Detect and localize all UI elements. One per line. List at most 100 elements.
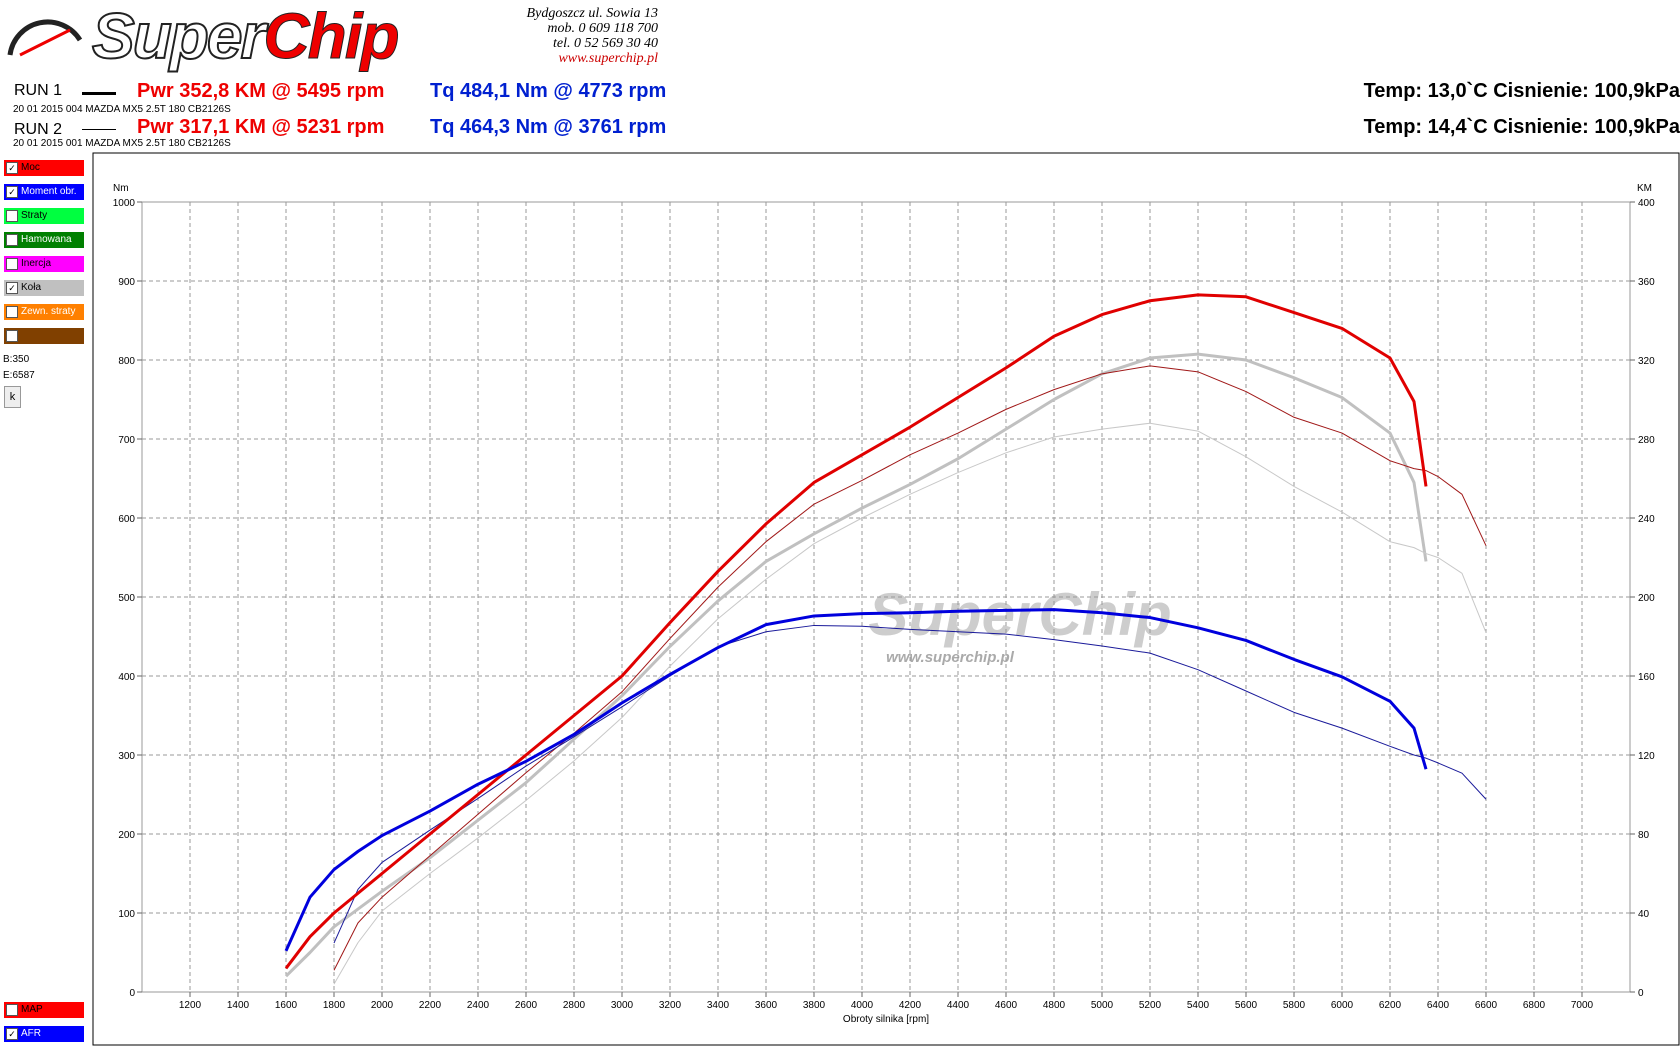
logo-gauge [7,19,83,57]
x-tick-label: 5000 [1091,1000,1114,1011]
x-tick-label: 5600 [1235,1000,1258,1011]
x-tick-label: 1400 [227,1000,250,1011]
run-label: RUN 2 [14,121,63,138]
y-tick-label: 400 [118,672,135,683]
y2-tick-label: 280 [1638,435,1655,446]
x-tick-label: 1800 [323,1000,346,1011]
x-axis-label: Obroty silnika [rpm] [843,1014,929,1025]
x-tick-label: 3200 [659,1000,682,1011]
y2-tick-label: 200 [1638,593,1655,604]
end-label: E:6587 [3,370,35,381]
x-tick-label: 2000 [371,1000,394,1011]
x-tick-label: 3800 [803,1000,826,1011]
x-tick-label: 4600 [995,1000,1018,1011]
y-tick-label: 0 [129,988,135,999]
checkbox[interactable] [6,1004,18,1016]
panel-item[interactable]: ✓ Moment obr. [4,184,84,200]
chart-frame [92,152,1680,1046]
panel-item[interactable]: Hamowana [4,232,84,248]
y2-tick-label: 0 [1638,988,1644,999]
y-tick-label: 300 [118,751,135,762]
panel-item[interactable]: Straty [4,208,84,224]
run-conditions: Temp: 13,0`C Cisnienie: 100,9kPa [1363,80,1680,102]
y-tick-label: 1000 [113,198,136,209]
checkbox[interactable]: ✓ [6,1028,18,1040]
x-tick-label: 4400 [947,1000,970,1011]
run-power: Pwr 352,8 KM @ 5495 rpm [137,80,385,102]
logo-left: Super [91,0,266,73]
panel-item[interactable]: Zewn. straty [4,304,84,320]
run-conditions: Temp: 14,4`C Cisnienie: 100,9kPa [1363,116,1680,138]
x-tick-label: 1600 [275,1000,298,1011]
run-info: 20 01 2015 001 MAZDA MX5 2.5T 180 CB2126… [13,138,231,149]
panel-item[interactable]: Inercja [4,256,84,272]
panel-item[interactable]: ✓ AFR [4,1026,84,1042]
y2-axis-label: KM [1637,183,1652,194]
run-torque: Tq 464,3 Nm @ 3761 rpm [430,116,667,138]
y2-tick-label: 160 [1638,672,1655,683]
checkbox[interactable]: ✓ [6,162,18,174]
x-tick-label: 4800 [1043,1000,1066,1011]
watermark-url: www.superchip.pl [886,649,1015,666]
x-tick-label: 4200 [899,1000,922,1011]
x-tick-label: 6800 [1523,1000,1546,1011]
y-tick-label: 200 [118,830,135,841]
x-tick-label: 6200 [1379,1000,1402,1011]
x-tick-label: 7000 [1571,1000,1594,1011]
series-line [284,352,1428,978]
k-button[interactable]: k [4,386,21,408]
y2-tick-label: 360 [1638,277,1655,288]
checkbox-label: Koła [21,282,42,293]
checkbox[interactable] [6,258,18,270]
y2-tick-label: 40 [1638,909,1650,920]
x-tick-label: 2800 [563,1000,586,1011]
x-tick-label: 2600 [515,1000,538,1011]
checkbox[interactable] [6,210,18,222]
run-line [82,129,116,130]
panel-item[interactable]: ✓ Moc [4,160,84,176]
checkbox-label: Straty [21,210,48,221]
x-tick-label: 6600 [1475,1000,1498,1011]
checkbox[interactable] [6,306,18,318]
x-tick-label: 5800 [1283,1000,1306,1011]
series-line [333,422,1487,985]
checkbox[interactable] [6,330,18,342]
checkbox[interactable]: ✓ [6,186,18,198]
checkbox-label: Moc [21,162,40,173]
checkbox-label: Hamowana [21,234,72,245]
series-line [333,365,1487,971]
x-tick-label: 3000 [611,1000,634,1011]
x-tick-label: 1200 [179,1000,202,1011]
checkbox-label: Inercja [21,258,52,269]
address-line: Bydgoszcz ul. Sowia 13 [526,6,658,21]
checkbox[interactable] [6,234,18,246]
y-tick-label: 900 [118,277,135,288]
x-tick-label: 2400 [467,1000,490,1011]
run-torque: Tq 484,1 Nm @ 4773 rpm [430,80,667,102]
x-tick-label: 5400 [1187,1000,1210,1011]
x-tick-label: 3600 [755,1000,778,1011]
y2-tick-label: 320 [1638,356,1655,367]
run-line [82,92,116,95]
panel-item[interactable] [4,328,84,344]
y2-tick-label: 80 [1638,830,1650,841]
x-tick-label: 5200 [1139,1000,1162,1011]
panel-item[interactable]: MAP [4,1002,84,1018]
run-power: Pwr 317,1 KM @ 5231 rpm [137,116,385,138]
y-tick-label: 500 [118,593,135,604]
checkbox[interactable]: ✓ [6,282,18,294]
run-info: 20 01 2015 004 MAZDA MX5 2.5T 180 CB2126… [13,104,231,115]
checkbox-label: AFR [21,1028,41,1039]
y-tick-label: 600 [118,514,135,525]
checkbox-label: MAP [21,1004,43,1015]
panel-item[interactable]: ✓ Koła [4,280,84,296]
checkbox-label: Zewn. straty [21,306,76,317]
y-axis-label: Nm [113,183,129,194]
y2-tick-label: 120 [1638,751,1655,762]
run-label: RUN 1 [14,82,63,99]
y-tick-label: 100 [118,909,135,920]
y-tick-label: 800 [118,356,135,367]
series-line [333,624,1487,944]
